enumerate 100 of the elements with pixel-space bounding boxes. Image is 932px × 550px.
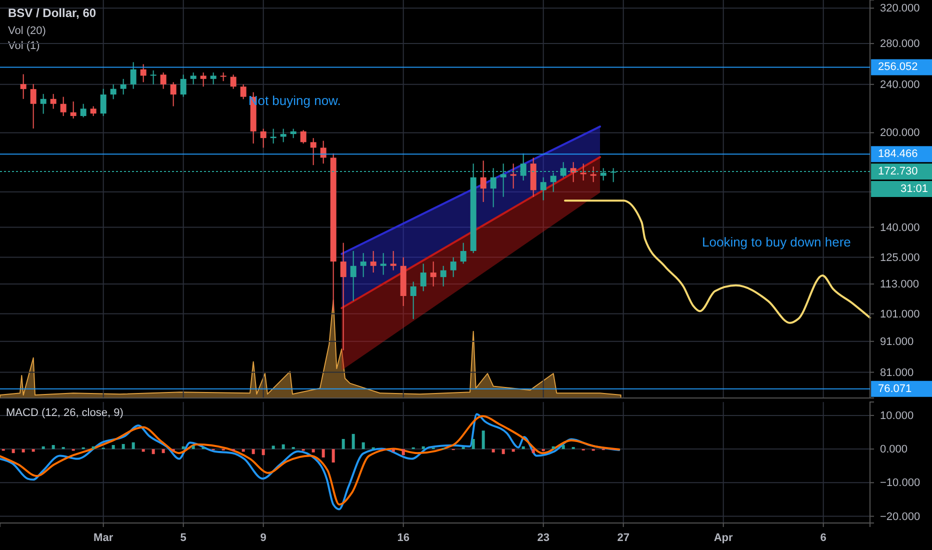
- candlestick: [420, 263, 426, 292]
- candlestick: [140, 64, 146, 83]
- candlestick: [440, 265, 446, 287]
- bar: [12, 449, 15, 454]
- y-tick-label: 280.000: [880, 38, 920, 50]
- bar: [272, 446, 275, 450]
- text: 31:01: [900, 183, 928, 195]
- y-tick-label: 0.000: [880, 444, 908, 456]
- bar: [262, 449, 265, 456]
- bar: [152, 449, 155, 454]
- bar: [332, 449, 335, 462]
- y-tick-label: 320.000: [880, 2, 920, 15]
- candlestick: [450, 256, 456, 278]
- bar: [42, 446, 45, 450]
- candlestick: [60, 96, 66, 117]
- bar: [322, 449, 325, 458]
- candlestick: [100, 88, 106, 117]
- y-tick-label: 113.000: [880, 278, 919, 291]
- ref-line-label: 256.052: [878, 61, 918, 74]
- candlestick: [260, 128, 266, 148]
- bar: [362, 442, 365, 450]
- x-tick-label: 27: [617, 532, 630, 544]
- y-tick-label: −10.000: [880, 477, 920, 490]
- candlestick: [90, 106, 96, 117]
- text: MACD (12, 26, close, 9): [6, 407, 124, 419]
- y-tick-label: 91.000: [880, 336, 914, 348]
- candlestick: [40, 93, 46, 114]
- bar: [122, 444, 125, 450]
- candlestick: [410, 281, 416, 320]
- candlestick: [130, 62, 136, 90]
- bar: [402, 449, 405, 456]
- bar: [562, 445, 565, 450]
- y-tick-label: 240.000: [880, 78, 920, 91]
- candlestick: [160, 72, 166, 90]
- x-tick-label: 5: [180, 532, 186, 544]
- bar: [512, 449, 515, 452]
- bar: [282, 444, 285, 450]
- candlestick: [380, 252, 386, 276]
- y-tick-label: 101.000: [880, 308, 920, 320]
- candlestick: [30, 84, 36, 130]
- ref-line-label: 184.466: [878, 148, 918, 160]
- candlestick: [190, 72, 196, 85]
- candlestick: [240, 84, 246, 100]
- y-tick-label: −20.000: [880, 510, 920, 523]
- candlestick: [310, 138, 316, 166]
- bar: [352, 434, 355, 450]
- candlestick: [510, 163, 516, 190]
- bar: [312, 449, 315, 452]
- candlestick: [390, 250, 396, 271]
- candlestick: [270, 128, 276, 144]
- x-tick-label: 16: [397, 532, 410, 544]
- bar: [112, 445, 115, 450]
- bar: [472, 438, 475, 450]
- y-tick-label: 140.000: [880, 222, 920, 234]
- annotation: Looking to buy down here: [702, 234, 851, 250]
- candlestick: [230, 74, 236, 90]
- x-tick-label: 23: [537, 532, 550, 544]
- bar: [342, 438, 345, 450]
- candlestick: [120, 78, 126, 96]
- candlestick: [350, 250, 356, 302]
- x-tick-label: Mar: [94, 532, 114, 544]
- x-tick-label: Apr: [714, 532, 734, 544]
- bar: [182, 446, 185, 450]
- y-tick-label: 10.000: [880, 410, 914, 422]
- bar: [92, 446, 95, 450]
- candlestick: [360, 252, 366, 278]
- ref-line-label: 172.730: [878, 166, 918, 178]
- candlestick: [200, 72, 206, 88]
- bar: [32, 449, 35, 452]
- bar: [502, 449, 505, 454]
- candlestick: [340, 242, 346, 351]
- text: BSV / Dollar, 60: [8, 6, 96, 20]
- candlestick: [590, 166, 596, 183]
- y-tick-label: 200.000: [880, 127, 920, 140]
- x-tick-label: 9: [260, 532, 266, 544]
- bar: [192, 446, 195, 450]
- bar: [552, 446, 555, 450]
- candlestick: [580, 163, 586, 181]
- bar: [532, 449, 535, 454]
- candlestick: [110, 84, 116, 100]
- candlestick: [300, 130, 306, 144]
- candlestick: [370, 250, 376, 274]
- bar: [132, 442, 135, 450]
- bar: [142, 449, 145, 452]
- bar: [492, 449, 495, 452]
- candlestick: [280, 128, 286, 143]
- candlestick: [20, 74, 26, 100]
- candlestick: [170, 82, 176, 107]
- candlestick: [50, 93, 56, 110]
- candlestick: [80, 103, 86, 118]
- candlestick: [460, 242, 466, 264]
- candlestick: [320, 140, 326, 164]
- bar: [522, 446, 525, 450]
- bar: [52, 445, 55, 450]
- bar: [392, 449, 395, 452]
- y-tick-label: 81.000: [880, 366, 914, 379]
- candlestick: [480, 160, 486, 202]
- bar: [252, 449, 255, 454]
- ref-line-label: 76.071: [878, 382, 912, 395]
- candlestick: [540, 176, 546, 201]
